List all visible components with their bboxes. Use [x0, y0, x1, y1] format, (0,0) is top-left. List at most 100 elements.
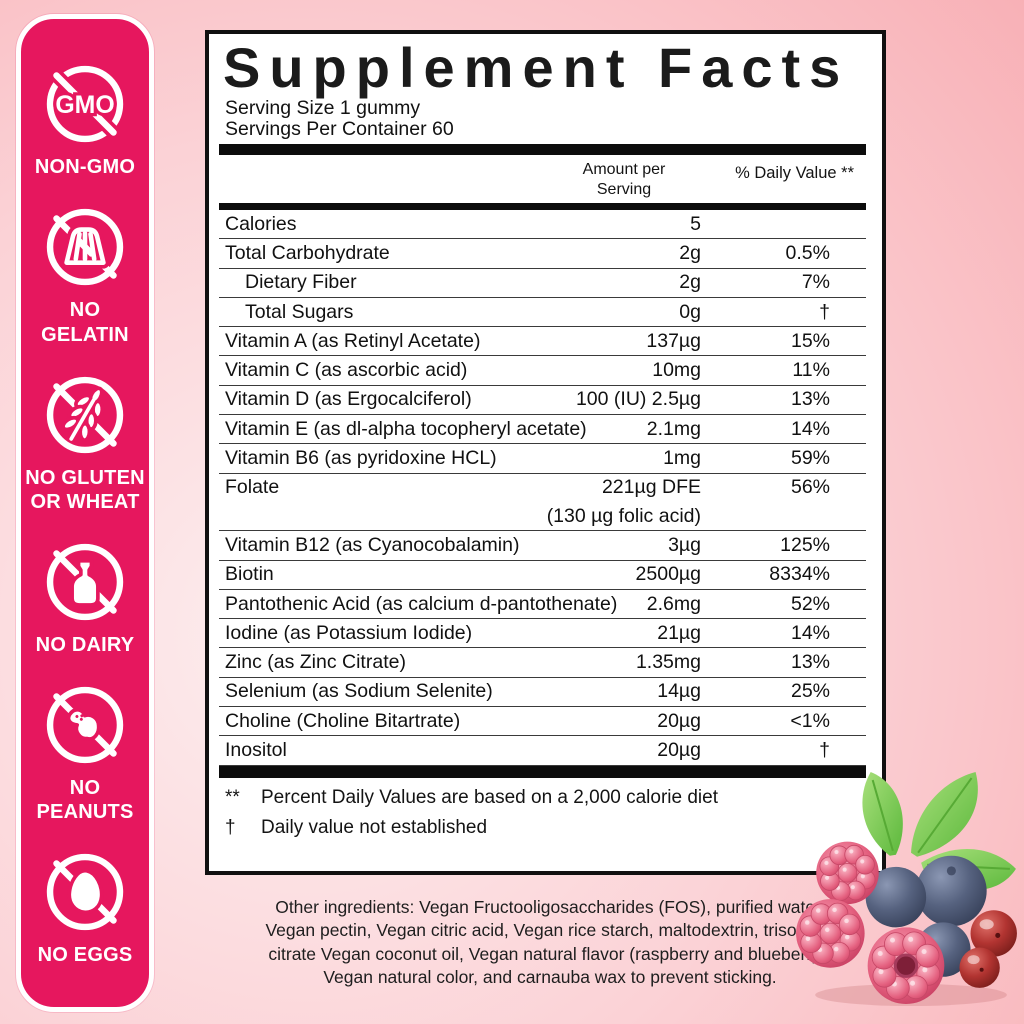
berries-image [796, 772, 1017, 1007]
badge-non-gmo: GMO NON-GMO [35, 58, 135, 179]
badge-no-gluten: NO GLUTEN OR WHEAT [25, 369, 145, 515]
serving-size: Serving Size 1 gummy [225, 97, 421, 119]
row-name: Dietary Fiber [245, 271, 357, 294]
row-daily-value: 125% [780, 533, 830, 556]
footnote-text: Percent Daily Values are based on a 2,00… [261, 786, 718, 808]
row-name: Zinc (as Zinc Citrate) [225, 651, 406, 674]
footnote-daily-values: ** Percent Daily Values are based on a 2… [225, 787, 866, 809]
row-amount: 20µg [657, 738, 701, 761]
table-row: Choline (Choline Bitartrate) 20µg <1% [219, 707, 866, 737]
row-amount: 221µg DFE [601, 476, 701, 499]
servings-per-container: Servings Per Container 60 [225, 118, 454, 140]
divider-thick-top [219, 144, 866, 155]
row-name: Selenium (as Sodium Selenite) [225, 680, 493, 703]
table-row: Vitamin C (as ascorbic acid) 10mg 11% [219, 356, 866, 386]
panel-title: Supplement Facts [223, 36, 850, 99]
row-amount: 2.1mg [646, 417, 701, 440]
row-amount: 1.35mg [635, 651, 701, 674]
row-amount: 2.6mg [646, 592, 701, 615]
row-amount: 0g [679, 300, 701, 323]
row-amount: 1mg [663, 447, 701, 470]
footnotes: ** Percent Daily Values are based on a 2… [219, 778, 866, 839]
row-daily-value: 52% [790, 592, 830, 615]
row-name: Folate [225, 476, 280, 499]
other-ingredients-text: Other ingredients: Vegan Fructooligosacc… [265, 897, 835, 987]
row-name: Vitamin D (as Ergocalciferol) [225, 388, 472, 411]
row-daily-value: 15% [790, 329, 830, 352]
row-daily-value: 13% [790, 388, 830, 411]
table-row: Total Carbohydrate 2g 0.5% [219, 239, 866, 269]
amount-column-header: Amount per Serving [582, 161, 666, 199]
row-daily-value: 14% [790, 417, 830, 440]
footnote-text: Daily value not established [261, 816, 488, 838]
badge-label: NO GLUTEN OR WHEAT [25, 466, 145, 514]
badge-no-eggs: NO EGGS [38, 846, 133, 967]
supplement-facts-panel: Supplement Facts Serving Size 1 gummy Se… [205, 30, 886, 875]
no-gelatin-icon [46, 209, 124, 286]
row-daily-value: 7% [801, 271, 830, 294]
footnote-not-established: † Daily value not established [225, 817, 866, 839]
table-row: Vitamin D (as Ergocalciferol) 100 (IU) 2… [219, 386, 866, 416]
row-daily-value: 25% [790, 680, 830, 703]
row-daily-value: <1% [790, 709, 830, 732]
table-row: Folate 221µg DFE 56% (130 µg folic acid) [219, 474, 866, 532]
badge-no-peanuts: NO PEANUTS [25, 679, 145, 825]
row-amount: 3µg [668, 533, 701, 556]
divider-header [219, 203, 866, 210]
table-row: Inositol 20µg † [219, 736, 866, 766]
table-row: Pantothenic Acid (as calcium d-pantothen… [219, 590, 866, 620]
badge-label: NO GELATIN [41, 299, 129, 346]
footnote-symbol: ** [225, 786, 240, 808]
daily-value-column-header: % Daily Value ** [735, 164, 854, 182]
allergen-badge-sidebar: GMO NON-GMO NO GELATIN [16, 14, 154, 1012]
row-name: Iodine (as Potassium Iodide) [225, 621, 473, 644]
footnote-symbol: † [225, 816, 236, 838]
table-row: Calories 5 [219, 210, 866, 240]
row-daily-value: † [819, 738, 830, 761]
row-daily-value: 59% [790, 447, 830, 470]
svg-text:GMO: GMO [55, 93, 114, 120]
row-name: Pantothenic Acid (as calcium d-pantothen… [225, 592, 618, 615]
row-daily-value: 11% [792, 359, 830, 382]
row-subline: (130 µg folic acid) [546, 504, 701, 527]
table-row: Selenium (as Sodium Selenite) 14µg 25% [219, 678, 866, 708]
no-gluten-icon [46, 376, 124, 453]
row-name: Vitamin A (as Retinyl Acetate) [225, 329, 481, 352]
table-row: Zinc (as Zinc Citrate) 1.35mg 13% [219, 648, 866, 678]
row-name: Vitamin B12 (as Cyanocobalamin) [225, 533, 520, 556]
row-name: Vitamin E (as dl-alpha tocopheryl acetat… [225, 417, 587, 440]
row-name: Calories [225, 212, 297, 235]
row-daily-value: † [819, 300, 830, 323]
row-name: Vitamin B6 (as pyridoxine HCL) [225, 447, 497, 470]
row-name: Total Carbohydrate [225, 241, 390, 264]
no-eggs-icon [46, 853, 124, 931]
table-row: Iodine (as Potassium Iodide) 21µg 14% [219, 619, 866, 649]
row-daily-value: 8334% [769, 563, 830, 586]
facts-table-body: Calories 5 Total Carbohydrate 2g 0.5% Di… [219, 210, 866, 766]
divider-thick-bottom [219, 765, 866, 778]
row-amount: 10mg [652, 359, 701, 382]
row-name: Inositol [225, 738, 287, 761]
row-name: Vitamin C (as ascorbic acid) [225, 359, 468, 382]
row-daily-value: 13% [790, 651, 830, 674]
row-amount: 5 [690, 212, 701, 235]
table-row: Vitamin B12 (as Cyanocobalamin) 3µg 125% [219, 531, 866, 561]
row-amount: 100 (IU) 2.5µg [575, 388, 701, 411]
row-amount: 2g [679, 271, 701, 294]
table-row: Vitamin E (as dl-alpha tocopheryl acetat… [219, 415, 866, 445]
badge-no-gelatin: NO GELATIN [25, 201, 145, 347]
table-row: Vitamin B6 (as pyridoxine HCL) 1mg 59% [219, 444, 866, 474]
table-row: Biotin 2500µg 8334% [219, 561, 866, 590]
row-daily-value: 56% [790, 476, 830, 499]
row-name: Biotin [225, 563, 274, 586]
row-amount: 21µg [657, 621, 701, 644]
badge-label: NO DAIRY [35, 633, 135, 656]
badge-label: NO PEANUTS [36, 776, 134, 824]
table-row: Vitamin A (as Retinyl Acetate) 137µg 15% [219, 327, 866, 357]
row-daily-value: 0.5% [785, 241, 830, 264]
row-daily-value: 14% [790, 621, 830, 644]
row-amount: 14µg [657, 680, 701, 703]
row-amount: 2g [679, 241, 701, 264]
no-dairy-icon [46, 543, 124, 621]
no-peanuts-icon [46, 686, 124, 763]
